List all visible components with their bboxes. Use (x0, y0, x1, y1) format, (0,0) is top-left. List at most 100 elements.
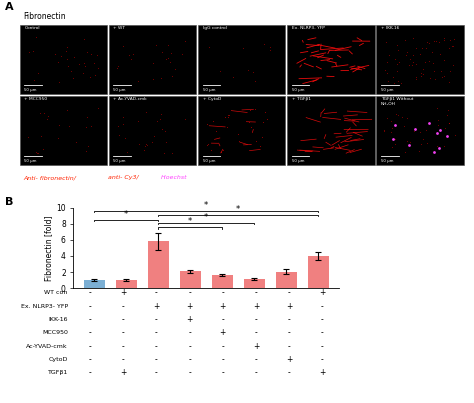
Point (55, 121, 63, 128)
Point (389, 136, 396, 142)
Point (433, 142, 441, 149)
Text: -: - (155, 368, 158, 377)
Bar (376, 96, 464, 165)
Bar (212, 275, 233, 288)
Text: +: + (286, 355, 292, 364)
Text: -: - (321, 315, 324, 324)
Bar (20, 25, 107, 94)
Point (150, 75, 157, 82)
Point (70, 53, 78, 60)
Text: -: - (221, 368, 224, 377)
Point (433, 105, 441, 112)
Point (415, 147, 423, 154)
Point (432, 37, 439, 44)
Point (51, 51, 59, 58)
Point (393, 68, 401, 74)
Point (450, 35, 458, 42)
Text: anti- Cy3/: anti- Cy3/ (106, 175, 138, 180)
Bar (84, 280, 105, 288)
Point (412, 61, 420, 67)
Point (430, 68, 438, 75)
Point (205, 44, 212, 50)
Text: *: * (236, 206, 240, 214)
Point (258, 134, 266, 140)
Point (394, 112, 402, 118)
Point (402, 51, 410, 58)
Point (115, 62, 122, 69)
Bar (20, 96, 107, 165)
Point (447, 68, 454, 74)
Text: +: + (286, 302, 292, 311)
Point (445, 79, 453, 85)
Point (39, 145, 46, 152)
Point (388, 125, 396, 131)
Point (179, 51, 186, 57)
Point (239, 45, 247, 51)
Point (57, 53, 64, 60)
Point (84, 142, 92, 149)
Text: -: - (288, 328, 291, 337)
Point (436, 145, 443, 151)
Point (412, 73, 420, 80)
Point (168, 150, 176, 156)
Point (219, 147, 227, 153)
Point (423, 127, 430, 133)
Text: -: - (255, 328, 257, 337)
Point (410, 58, 417, 65)
Point (393, 61, 401, 67)
Text: +: + (319, 289, 326, 297)
Text: -: - (89, 355, 91, 364)
Point (263, 116, 271, 123)
Point (429, 60, 437, 66)
Point (383, 69, 391, 76)
Point (55, 58, 62, 65)
Point (217, 149, 225, 156)
Point (405, 62, 412, 69)
Point (94, 105, 101, 112)
Point (385, 52, 393, 58)
Point (207, 147, 214, 153)
Point (160, 150, 168, 156)
Text: WT con: WT con (45, 291, 68, 295)
Point (153, 118, 161, 124)
Point (435, 39, 442, 46)
Point (223, 123, 231, 130)
Point (63, 56, 71, 62)
Point (26, 49, 33, 55)
Point (40, 110, 47, 116)
Text: +: + (253, 302, 259, 311)
Text: -: - (221, 355, 224, 364)
Point (266, 46, 274, 53)
Point (55, 79, 63, 85)
Point (121, 135, 129, 141)
Text: *: * (188, 218, 192, 226)
Text: 50 μm: 50 μm (24, 159, 37, 163)
Point (422, 45, 429, 52)
Text: +: + (253, 342, 259, 351)
Point (118, 114, 126, 120)
Point (391, 135, 398, 142)
Text: TGFβ1 Without
NH₄OH: TGFβ1 Without NH₄OH (381, 97, 413, 106)
Text: +: + (219, 328, 226, 337)
Text: +: + (186, 302, 193, 311)
Point (383, 58, 390, 65)
Point (406, 139, 414, 145)
Point (148, 139, 156, 145)
Point (417, 73, 424, 79)
Point (167, 50, 175, 56)
Point (392, 141, 399, 147)
Point (418, 45, 426, 51)
Text: Anti- fibronectin/: Anti- fibronectin/ (23, 175, 76, 180)
Point (260, 119, 267, 125)
Text: -: - (255, 355, 257, 364)
Y-axis label: Fibronectin [fold]: Fibronectin [fold] (45, 215, 54, 280)
Point (80, 59, 87, 66)
Point (253, 138, 260, 145)
Point (417, 51, 424, 57)
Point (423, 140, 430, 147)
Point (440, 57, 447, 63)
Point (149, 60, 156, 66)
Text: -: - (255, 289, 257, 297)
Point (423, 39, 431, 46)
Text: -: - (122, 302, 125, 311)
